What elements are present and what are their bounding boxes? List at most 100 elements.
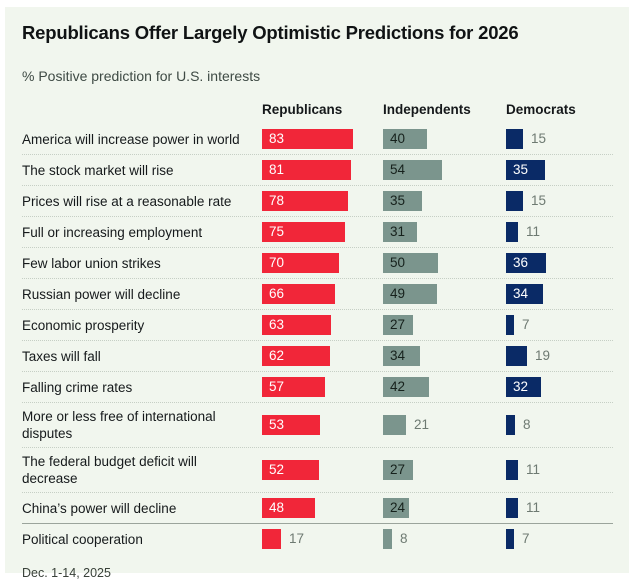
bar-cell-democrats: 7: [506, 315, 613, 335]
bar-value: 49: [390, 284, 405, 304]
row-label: Russian power will decline: [22, 286, 262, 303]
bar-value: 50: [390, 253, 405, 273]
bar-value: 78: [269, 191, 284, 211]
bar-independents: 31: [383, 222, 417, 242]
bar-independents: 50: [383, 253, 438, 273]
bar-independents: 40: [383, 129, 427, 149]
bar-value: 63: [269, 315, 284, 335]
chart-panel: Republicans Offer Largely Optimistic Pre…: [5, 7, 629, 573]
bar-cell-republicans: 81: [262, 160, 383, 180]
column-header-democrats: Democrats: [506, 102, 613, 118]
bar-value: 40: [390, 129, 405, 149]
bar-independents: 42: [383, 377, 429, 397]
bar-republicans: 53: [262, 415, 320, 435]
bar-democrats: [506, 222, 518, 242]
table-row: More or less free of international dispu…: [22, 403, 613, 448]
bar-value: 19: [535, 346, 550, 366]
bar-independents: 54: [383, 160, 442, 180]
bar-cell-independents: 21: [383, 415, 506, 435]
bar-value: 34: [390, 346, 405, 366]
bar-cell-independents: 42: [383, 377, 506, 397]
bar-cell-democrats: 32: [506, 377, 613, 397]
bar-cell-independents: 24: [383, 498, 506, 518]
bar-republicans: 62: [262, 346, 330, 366]
bar-value: 32: [513, 377, 528, 397]
bar-cell-independents: 31: [383, 222, 506, 242]
bar-cell-republicans: 63: [262, 315, 383, 335]
bar-value: 66: [269, 284, 284, 304]
bar-democrats: [506, 498, 518, 518]
bar-value: 36: [513, 253, 528, 273]
bar-value: 15: [531, 191, 546, 211]
bar-cell-independents: 27: [383, 315, 506, 335]
bar-value: 81: [269, 160, 284, 180]
bar-cell-democrats: 11: [506, 460, 613, 480]
bar-value: 83: [269, 129, 284, 149]
chart-rows: America will increase power in world 83 40…: [22, 124, 613, 554]
bar-democrats: [506, 529, 514, 549]
bar-value: 21: [414, 415, 429, 435]
table-row: Prices will rise at a reasonable rate 78 3…: [22, 186, 613, 217]
bar-independents: 34: [383, 346, 420, 366]
bar-value: 15: [531, 129, 546, 149]
bar-independents: 35: [383, 191, 422, 211]
bar-republicans: [262, 529, 281, 549]
bar-republicans: 63: [262, 315, 331, 335]
bar-cell-democrats: 11: [506, 498, 613, 518]
bar-independents: 24: [383, 498, 409, 518]
bar-value: 35: [390, 191, 405, 211]
bar-cell-democrats: 19: [506, 346, 613, 366]
bar-cell-independents: 54: [383, 160, 506, 180]
row-label: Full or increasing employment: [22, 224, 262, 241]
bar-democrats: [506, 129, 523, 149]
bar-republicans: 78: [262, 191, 348, 211]
row-label: China’s power will decline: [22, 500, 262, 517]
bar-value: 11: [526, 498, 540, 518]
bar-democrats: 35: [506, 160, 545, 180]
bar-value: 31: [390, 222, 405, 242]
row-label: Prices will rise at a reasonable rate: [22, 193, 262, 210]
bar-value: 7: [522, 529, 530, 549]
bar-democrats: 36: [506, 253, 546, 273]
bar-cell-independents: 34: [383, 346, 506, 366]
bar-republicans: 81: [262, 160, 351, 180]
bar-independents: 27: [383, 460, 413, 480]
bar-cell-republicans: 62: [262, 346, 383, 366]
bar-cell-democrats: 11: [506, 222, 613, 242]
row-label: The stock market will rise: [22, 162, 262, 179]
bar-cell-democrats: 15: [506, 129, 613, 149]
chart-subtitle: % Positive prediction for U.S. interests: [22, 67, 613, 85]
bar-cell-democrats: 8: [506, 415, 613, 435]
table-row: Russian power will decline 66 49 34: [22, 279, 613, 310]
bar-value: 62: [269, 346, 284, 366]
bar-democrats: 34: [506, 284, 543, 304]
bar-cell-democrats: 34: [506, 284, 613, 304]
bar-democrats: [506, 315, 514, 335]
row-label-column-spacer: [22, 102, 262, 118]
bar-cell-independents: 49: [383, 284, 506, 304]
bar-democrats: [506, 191, 523, 211]
bar-value: 27: [390, 460, 405, 480]
bar-cell-republicans: 17: [262, 529, 383, 549]
bar-value: 24: [390, 498, 405, 518]
column-headers-row: Republicans Independents Democrats: [22, 102, 613, 124]
bar-republicans: 66: [262, 284, 335, 304]
bar-value: 70: [269, 253, 284, 273]
bar-cell-independents: 27: [383, 460, 506, 480]
bar-cell-democrats: 36: [506, 253, 613, 273]
bar-democrats: 32: [506, 377, 541, 397]
bar-cell-republicans: 48: [262, 498, 383, 518]
date-note: Dec. 1-14, 2025: [22, 565, 613, 581]
bar-democrats: [506, 346, 527, 366]
row-label: America will increase power in world: [22, 131, 262, 148]
bar-value: 34: [513, 284, 528, 304]
bar-republicans: 83: [262, 129, 353, 149]
bar-independents: [383, 529, 392, 549]
bar-cell-democrats: 7: [506, 529, 613, 549]
bar-value: 35: [513, 160, 528, 180]
bar-independents: 49: [383, 284, 437, 304]
bar-cell-independents: 8: [383, 529, 506, 549]
